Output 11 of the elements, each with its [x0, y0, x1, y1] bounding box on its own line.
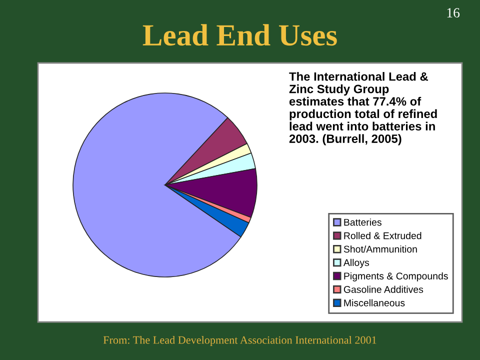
text: The International Lead & Zinc Study Group estimates that 77.4% of production total of refined lead went into batteries in 2003. (Burrell, 2005) — [289, 72, 437, 146]
text: 16 — [447, 8, 460, 18]
chart-title: Lead End Uses — [142, 24, 337, 46]
legend-label: Gasoline Additives — [344, 286, 424, 293]
legend-label: Alloys — [343, 258, 370, 268]
legend-label: Shot/Ammunition — [344, 245, 417, 253]
legend-label: Batteries — [344, 218, 382, 226]
legend-label: Rolled & Extruded — [344, 232, 422, 240]
legend-label: Miscellaneous — [344, 299, 405, 306]
legend-label: Pigments & Compounds — [344, 272, 448, 282]
text: From: The Lead Development Association International 2001 — [103, 336, 376, 346]
